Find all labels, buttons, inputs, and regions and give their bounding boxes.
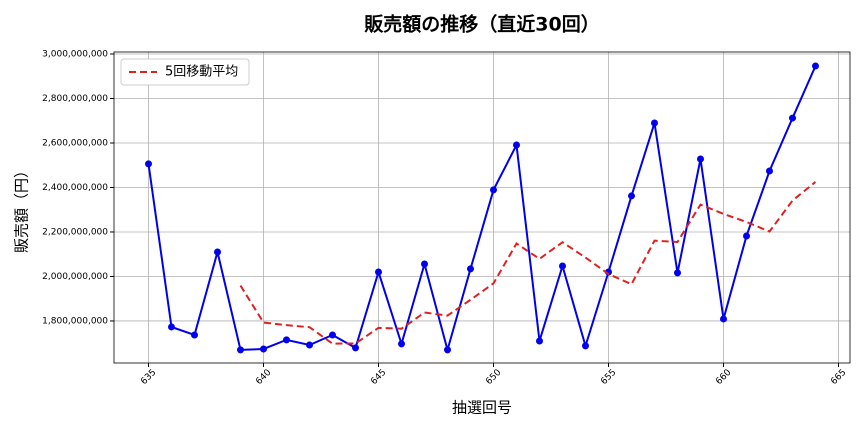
x-tick-label: 645 [369, 368, 388, 387]
data-point [398, 340, 405, 348]
legend: 5回移動平均 [120, 58, 250, 86]
data-point [375, 268, 382, 276]
data-point [674, 269, 681, 277]
plot-frame [113, 51, 851, 364]
data-point [145, 160, 152, 168]
x-tick-label: 655 [599, 368, 618, 387]
x-tick-label: 660 [714, 368, 733, 387]
x-tick-label: 665 [829, 368, 848, 387]
data-point [237, 346, 244, 354]
y-tick-label: 2,000,000,000 [42, 272, 108, 282]
x-axis-label: 抽選回号 [452, 399, 512, 417]
data-point [766, 167, 773, 175]
data-point [283, 336, 290, 344]
data-point [191, 331, 198, 339]
data-point [329, 331, 336, 339]
x-tick-label: 640 [254, 368, 273, 387]
series-line [239, 181, 817, 345]
legend-label: 5回移動平均 [165, 65, 238, 80]
data-point [444, 346, 451, 354]
y-tick-label: 2,800,000,000 [42, 94, 108, 104]
data-point [467, 265, 474, 273]
data-point [421, 260, 428, 268]
chart-title: 販売額の推移（直近30回） [364, 13, 599, 36]
x-tick-label: 635 [139, 368, 158, 387]
data-point [720, 315, 727, 323]
data-point [628, 192, 635, 200]
data-point [559, 262, 566, 270]
data-point [214, 248, 221, 256]
data-point [352, 344, 359, 352]
y-tick-label: 1,800,000,000 [42, 316, 108, 326]
data-point [697, 155, 704, 163]
y-tick-label: 2,600,000,000 [42, 138, 108, 148]
legend-box [120, 58, 250, 86]
x-tick-label: 650 [484, 368, 503, 387]
y-tick-label: 3,000,000,000 [42, 50, 108, 60]
y-axis-label: 販売額（円） [13, 163, 31, 253]
data-point [260, 345, 267, 353]
y-tick-label: 2,400,000,000 [42, 183, 108, 193]
data-point [306, 341, 313, 349]
data-point [743, 232, 750, 240]
series-line [147, 65, 817, 354]
data-point [812, 62, 819, 70]
data-point [651, 119, 658, 127]
data-point [582, 342, 589, 350]
data-point [490, 186, 497, 194]
data-point [789, 114, 796, 122]
data-point [513, 141, 520, 149]
y-tick-label: 2,200,000,000 [42, 227, 108, 237]
data-point [168, 323, 175, 331]
data-point [536, 337, 543, 345]
